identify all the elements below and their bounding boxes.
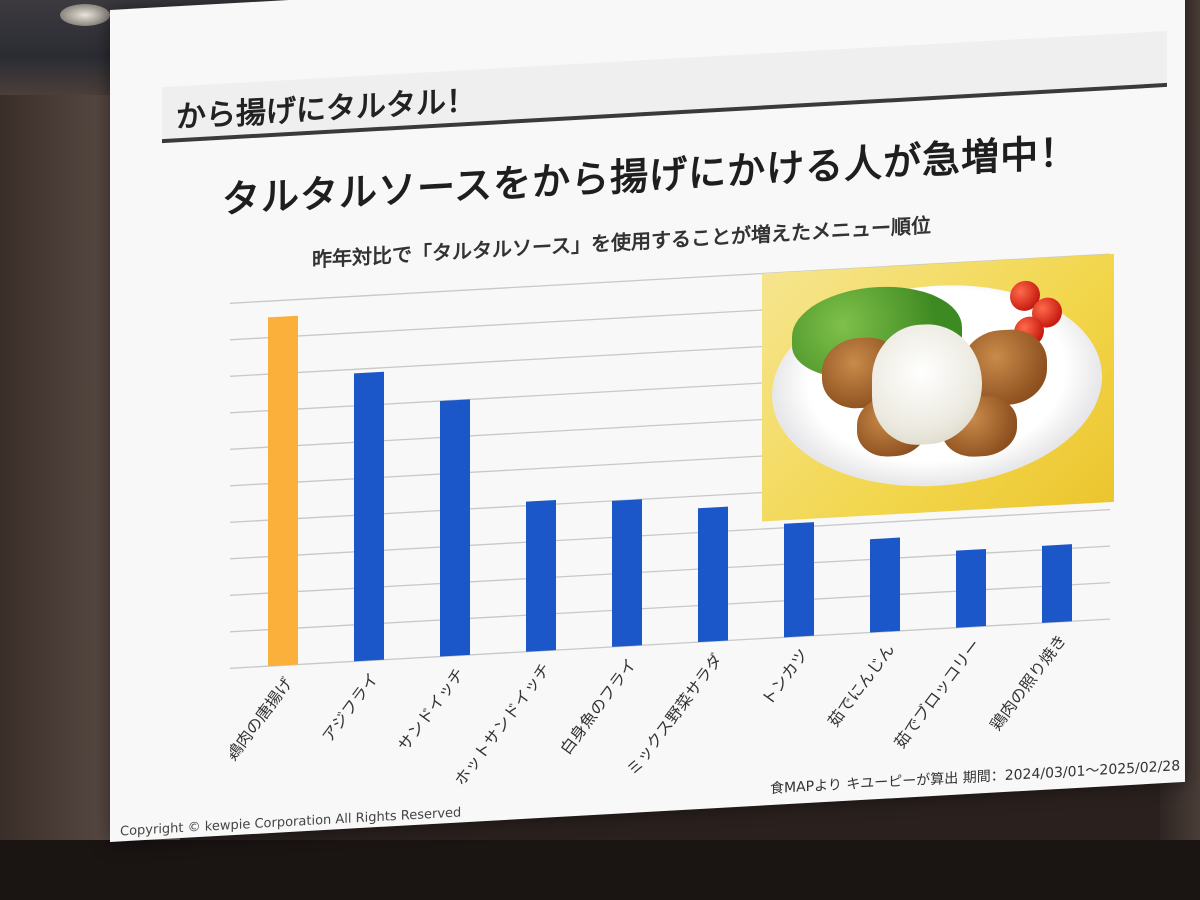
bar-3 [440,399,470,657]
bar-10 [1042,544,1072,623]
bar-6 [698,506,728,643]
category-label-4: ホットサンドイッチ [451,660,555,789]
fried-chicken-tartar-photo [762,253,1114,522]
slide-title: から揚げにタルタル！ [176,83,476,136]
presentation-slide: から揚げにタルタル！ タルタルソースをから揚げにかける人が急増中！ 昨年対比で「… [110,0,1185,842]
slide-headline: タルタルソースをから揚げにかける人が急増中！ [222,129,1079,222]
ceiling-light [60,4,110,26]
category-label-10: 鶏肉の照り焼き [986,631,1070,734]
category-label-8: 茹でにんじん [824,641,898,731]
category-label-7: トンカツ [758,645,812,708]
copyright: Copyright © kewpie Corporation All Right… [120,805,462,840]
bar-9 [956,548,986,628]
bar-5 [612,499,642,647]
category-label-1: 鶏肉の唐揚げ [230,674,296,764]
bar-1 [268,315,298,667]
category-label-6: ミックス野菜サラダ [623,650,726,779]
bar-4 [526,500,556,652]
floor [0,840,1200,900]
bar-2 [354,371,384,662]
bar-7 [784,522,814,638]
category-label-9: 茹でブロッコリー [890,636,984,752]
category-label-3: サンドイッチ [394,665,468,755]
category-label-5: 白身魚のフライ [556,655,640,758]
category-label-2: アジフライ [318,669,382,745]
bar-8 [870,537,900,633]
